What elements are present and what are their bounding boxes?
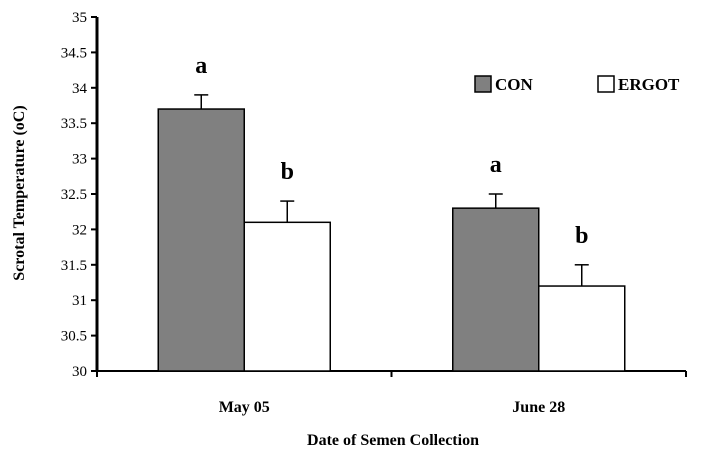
y-tick-label: 30 <box>72 364 87 380</box>
y-tick-label: 32 <box>72 222 87 238</box>
bar-con-2 <box>452 207 540 372</box>
y-axis-title: Scrotal Temperature (oC) <box>11 105 28 280</box>
x-tick-label: June 28 <box>512 399 565 416</box>
y-tick-label: 31.5 <box>61 258 87 274</box>
legend: CON ERGOT <box>474 75 680 94</box>
legend-swatch-ergot <box>597 75 615 93</box>
significance-label: a <box>195 53 207 79</box>
y-tick-label: 35 <box>72 10 87 26</box>
y-tick-label: 33.5 <box>61 116 87 132</box>
significance-label: b <box>281 159 294 185</box>
y-tick-label: 31 <box>72 293 87 309</box>
legend-swatch-con <box>474 75 492 93</box>
y-tick-label: 34 <box>72 81 88 97</box>
legend-label-ergot: ERGOT <box>618 75 680 94</box>
legend-label-con: CON <box>495 75 534 94</box>
y-tick-label: 34.5 <box>61 45 87 61</box>
significance-label: a <box>490 152 502 178</box>
y-tick-label: 33 <box>72 152 87 168</box>
bar-ergot-2 <box>538 285 626 372</box>
y-tick-label: 32.5 <box>61 187 87 203</box>
plot-area: 30 30.5 31 31.5 32 32.5 33 33.5 34 34.5 35 a b May 05… <box>61 10 687 416</box>
significance-label: b <box>575 223 588 249</box>
bar-ergot-1 <box>243 221 331 372</box>
y-tick-label: 30.5 <box>61 329 87 345</box>
bar-con-1 <box>157 108 245 372</box>
x-axis-title: Date of Semen Collection <box>307 432 479 449</box>
x-tick-label: May 05 <box>219 399 270 416</box>
